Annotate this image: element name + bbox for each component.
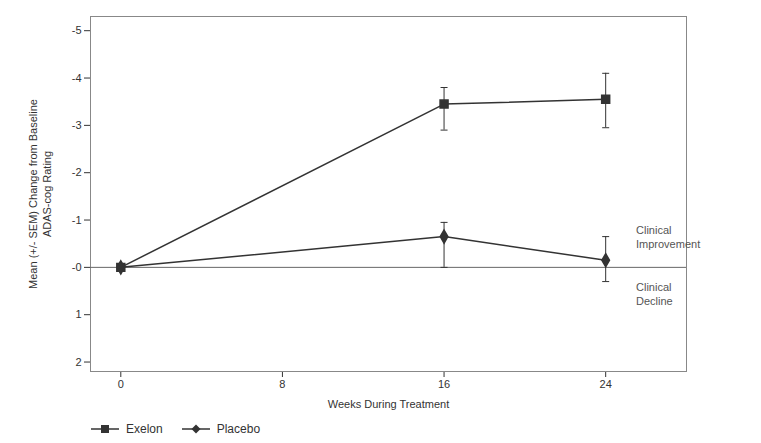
svg-text:-1: -1 xyxy=(72,214,82,226)
svg-text:-2: -2 xyxy=(72,166,82,178)
svg-text:-0: -0 xyxy=(72,261,82,273)
svg-text:1: 1 xyxy=(75,308,81,320)
svg-text:-3: -3 xyxy=(72,119,82,131)
svg-text:-5: -5 xyxy=(72,24,82,36)
html-text:Placebo: Placebo xyxy=(216,422,261,436)
svg-text:Weeks During Treatment: Weeks During Treatment xyxy=(328,398,449,410)
svg-text:ClinicalImprovement: ClinicalImprovement xyxy=(636,224,700,250)
svg-text:0: 0 xyxy=(118,378,124,390)
svg-text:8: 8 xyxy=(279,378,285,390)
svg-text:-4: -4 xyxy=(72,72,82,84)
html-text:Exelon: Exelon xyxy=(126,422,163,436)
svg-text:2: 2 xyxy=(75,356,81,368)
svg-text:ClinicalDecline: ClinicalDecline xyxy=(636,281,673,307)
svg-text:16: 16 xyxy=(438,378,450,390)
svg-text:24: 24 xyxy=(600,378,612,390)
svg-text:Mean (+/- SEM) Change from Bas: Mean (+/- SEM) Change from BaselineADAS-… xyxy=(27,99,53,289)
